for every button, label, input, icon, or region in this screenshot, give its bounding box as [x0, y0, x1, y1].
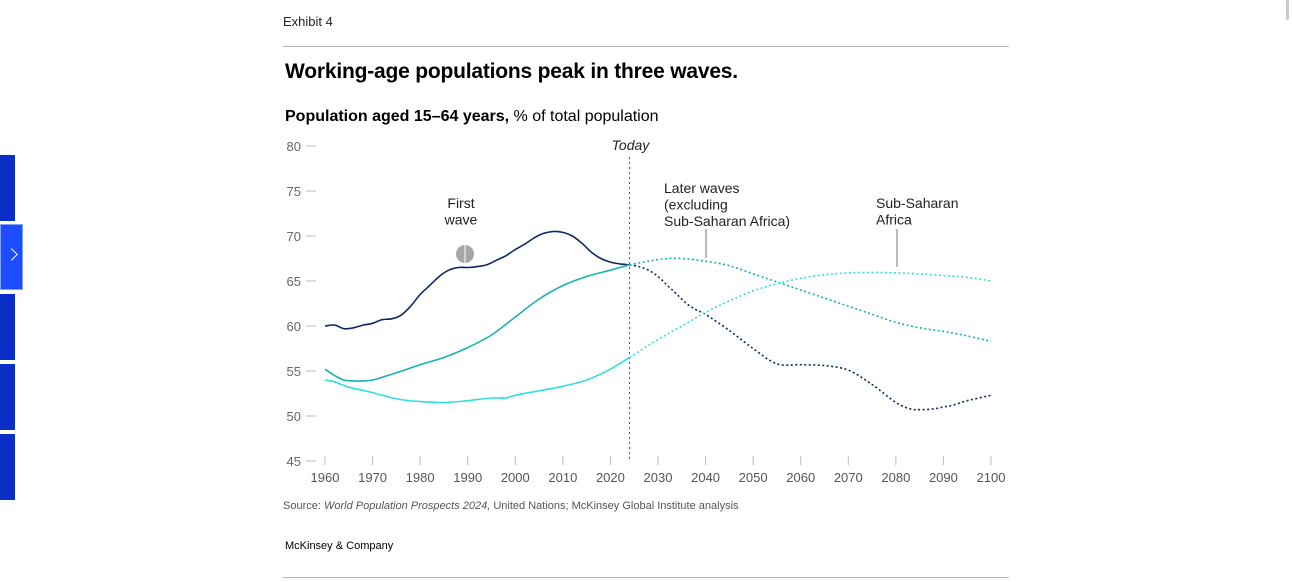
- y-axis: 80 75 70 65 60 55 50 45: [287, 139, 316, 469]
- later-waves-excluding-sub-saharan-africa-projected-line: [629, 257, 992, 343]
- subtitle-unit: % of total population: [509, 108, 659, 125]
- x-tick-label-2040: 2040: [691, 470, 720, 485]
- annotation-first-wave: First wave: [444, 195, 478, 228]
- x-tick-label-2070: 2070: [834, 470, 863, 485]
- x-tick-label-1960: 1960: [311, 470, 340, 485]
- brand-logo-text: McKinsey & Company: [285, 540, 394, 552]
- annotation-sub-saharan-africa: Sub-Saharan Africa: [876, 195, 959, 228]
- x-tick-label-2000: 2000: [501, 470, 530, 485]
- y-tick-label-65: 65: [287, 274, 301, 289]
- x-tick-label-2100: 2100: [977, 470, 1006, 485]
- x-tick-label-1980: 1980: [406, 470, 435, 485]
- later-waves-excluding-sub-saharan-africa-historical-line: [324, 264, 630, 382]
- x-axis: 1960 1970 1980 1990 2000 2010 2020 2030 2040 2050…: [311, 456, 1006, 485]
- top-divider: [283, 46, 1009, 47]
- source-title: World Population Prospects 2024,: [323, 500, 491, 512]
- side-tab-4[interactable]: [0, 364, 15, 430]
- bottom-divider: [283, 577, 1009, 578]
- side-tab-5[interactable]: [0, 434, 15, 500]
- first-wave-projected-line: [629, 264, 992, 411]
- sub-saharan-africa-projected-line: [629, 271, 992, 359]
- subtitle-bold: Population aged 15–64 years,: [285, 108, 510, 125]
- x-tick-label-2030: 2030: [644, 470, 673, 485]
- y-tick-label-75: 75: [287, 184, 301, 199]
- x-tick-label-1970: 1970: [358, 470, 387, 485]
- chart-title: Working-age populations peak in three wa…: [285, 60, 738, 83]
- exhibit-label: Exhibit 4: [283, 14, 333, 29]
- today-label: Today: [612, 137, 651, 153]
- x-tick-label-2060: 2060: [786, 470, 815, 485]
- annotations: First wave Later waves (excluding Sub-Sahara…: [444, 180, 959, 267]
- x-tick-label-2090: 2090: [929, 470, 958, 485]
- side-tab-2-expand[interactable]: [0, 224, 23, 290]
- y-tick-label-80: 80: [287, 139, 301, 154]
- x-tick-label-1990: 1990: [453, 470, 482, 485]
- x-tick-label-2050: 2050: [739, 470, 768, 485]
- source-note: Source: World Population Prospects 2024,…: [283, 500, 739, 512]
- y-tick-label-55: 55: [287, 364, 301, 379]
- y-tick-label-70: 70: [287, 229, 301, 244]
- chart-subtitle: Population aged 15–64 years, % of total …: [285, 108, 659, 126]
- x-tick-label-2020: 2020: [596, 470, 625, 485]
- source-prefix: Source:: [283, 500, 324, 512]
- annotation-later-waves: Later waves (excluding Sub-Saharan Africa): [664, 180, 790, 229]
- y-tick-label-50: 50: [287, 409, 301, 424]
- source-rest: United Nations; McKinsey Global Institut…: [490, 500, 739, 512]
- first-wave-historical-line: [324, 230, 630, 330]
- side-tab-1[interactable]: [0, 155, 15, 221]
- today-marker: Today: [612, 137, 651, 461]
- x-tick-label-2010: 2010: [548, 470, 577, 485]
- x-tick-label-2080: 2080: [881, 470, 910, 485]
- series-layer: [324, 230, 992, 411]
- scrollbar-thumb[interactable]: [1286, 0, 1289, 20]
- y-tick-label-60: 60: [287, 319, 301, 334]
- side-tab-3[interactable]: [0, 294, 15, 360]
- sub-saharan-africa-historical-line: [324, 356, 630, 404]
- y-tick-label-45: 45: [287, 454, 301, 469]
